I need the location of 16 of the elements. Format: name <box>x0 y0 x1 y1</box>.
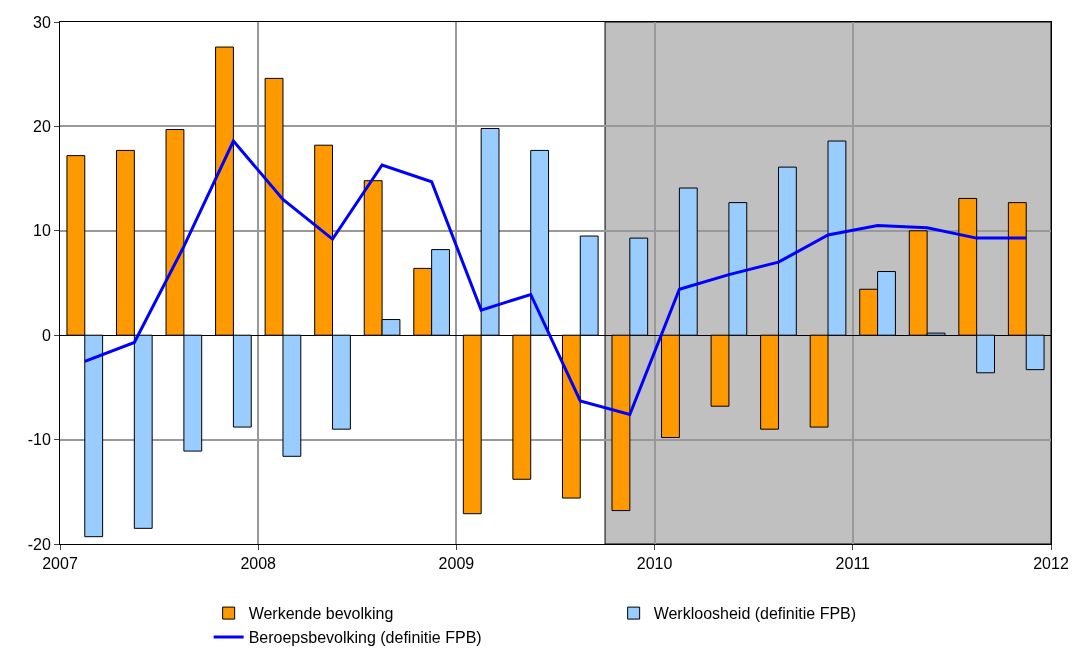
line-series <box>83 139 1028 417</box>
legend-label: Werkende bevolking <box>248 605 394 623</box>
x-tick-label: 2009 <box>438 555 475 573</box>
y-tick-label: -20 <box>27 535 51 553</box>
y-tick-label: 20 <box>33 118 51 135</box>
x-tick-label: 2011 <box>835 555 871 573</box>
y-tick-label: 30 <box>33 13 51 31</box>
legend-label: Beroepsbevolking (definitie FPB) <box>248 629 482 647</box>
y-tick-label: 10 <box>33 222 51 240</box>
x-tick-label: 2007 <box>42 555 78 573</box>
x-tick-label: 2008 <box>240 555 277 573</box>
y-tick-label: 0 <box>41 326 51 344</box>
x-tick-label: 2012 <box>1033 555 1069 573</box>
legend-label: Werkloosheid (definitie FPB) <box>653 605 857 623</box>
x-tick-label: 2010 <box>636 555 673 573</box>
y-tick-label: -10 <box>27 431 51 449</box>
